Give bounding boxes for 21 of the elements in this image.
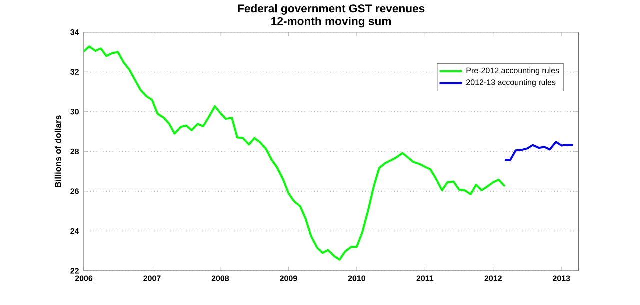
y-tick-label: 26: [70, 188, 80, 194]
chart-subtitle: 12-month moving sum: [272, 17, 392, 28]
x-tick-label: 2012: [484, 276, 502, 282]
x-tick-label: 2009: [280, 276, 298, 282]
x-tick-label: 2007: [144, 276, 161, 282]
line-series: [504, 141, 574, 162]
y-tick-label: 22: [70, 268, 79, 274]
y-tick-label: 28: [70, 148, 80, 155]
y-tick-label: 34: [70, 30, 80, 36]
legend-label: Pre-2012 accounting rules: [466, 68, 560, 76]
legend-label: 2012-13 accounting rules: [466, 79, 556, 87]
x-tick-label: 2013: [552, 276, 570, 282]
x-tick-label: 2011: [416, 276, 434, 282]
y-tick-label: 24: [70, 228, 80, 234]
x-tick-label: 2008: [212, 276, 230, 282]
y-tick-label: 30: [70, 109, 79, 115]
y-tick-label: 32: [70, 69, 79, 75]
x-tick-label: 2006: [75, 276, 93, 282]
y-axis-title: Billions of dollars: [54, 116, 62, 188]
x-tick-label: 2010: [348, 276, 366, 282]
chart-title: Federal government GST revenues: [238, 4, 425, 15]
